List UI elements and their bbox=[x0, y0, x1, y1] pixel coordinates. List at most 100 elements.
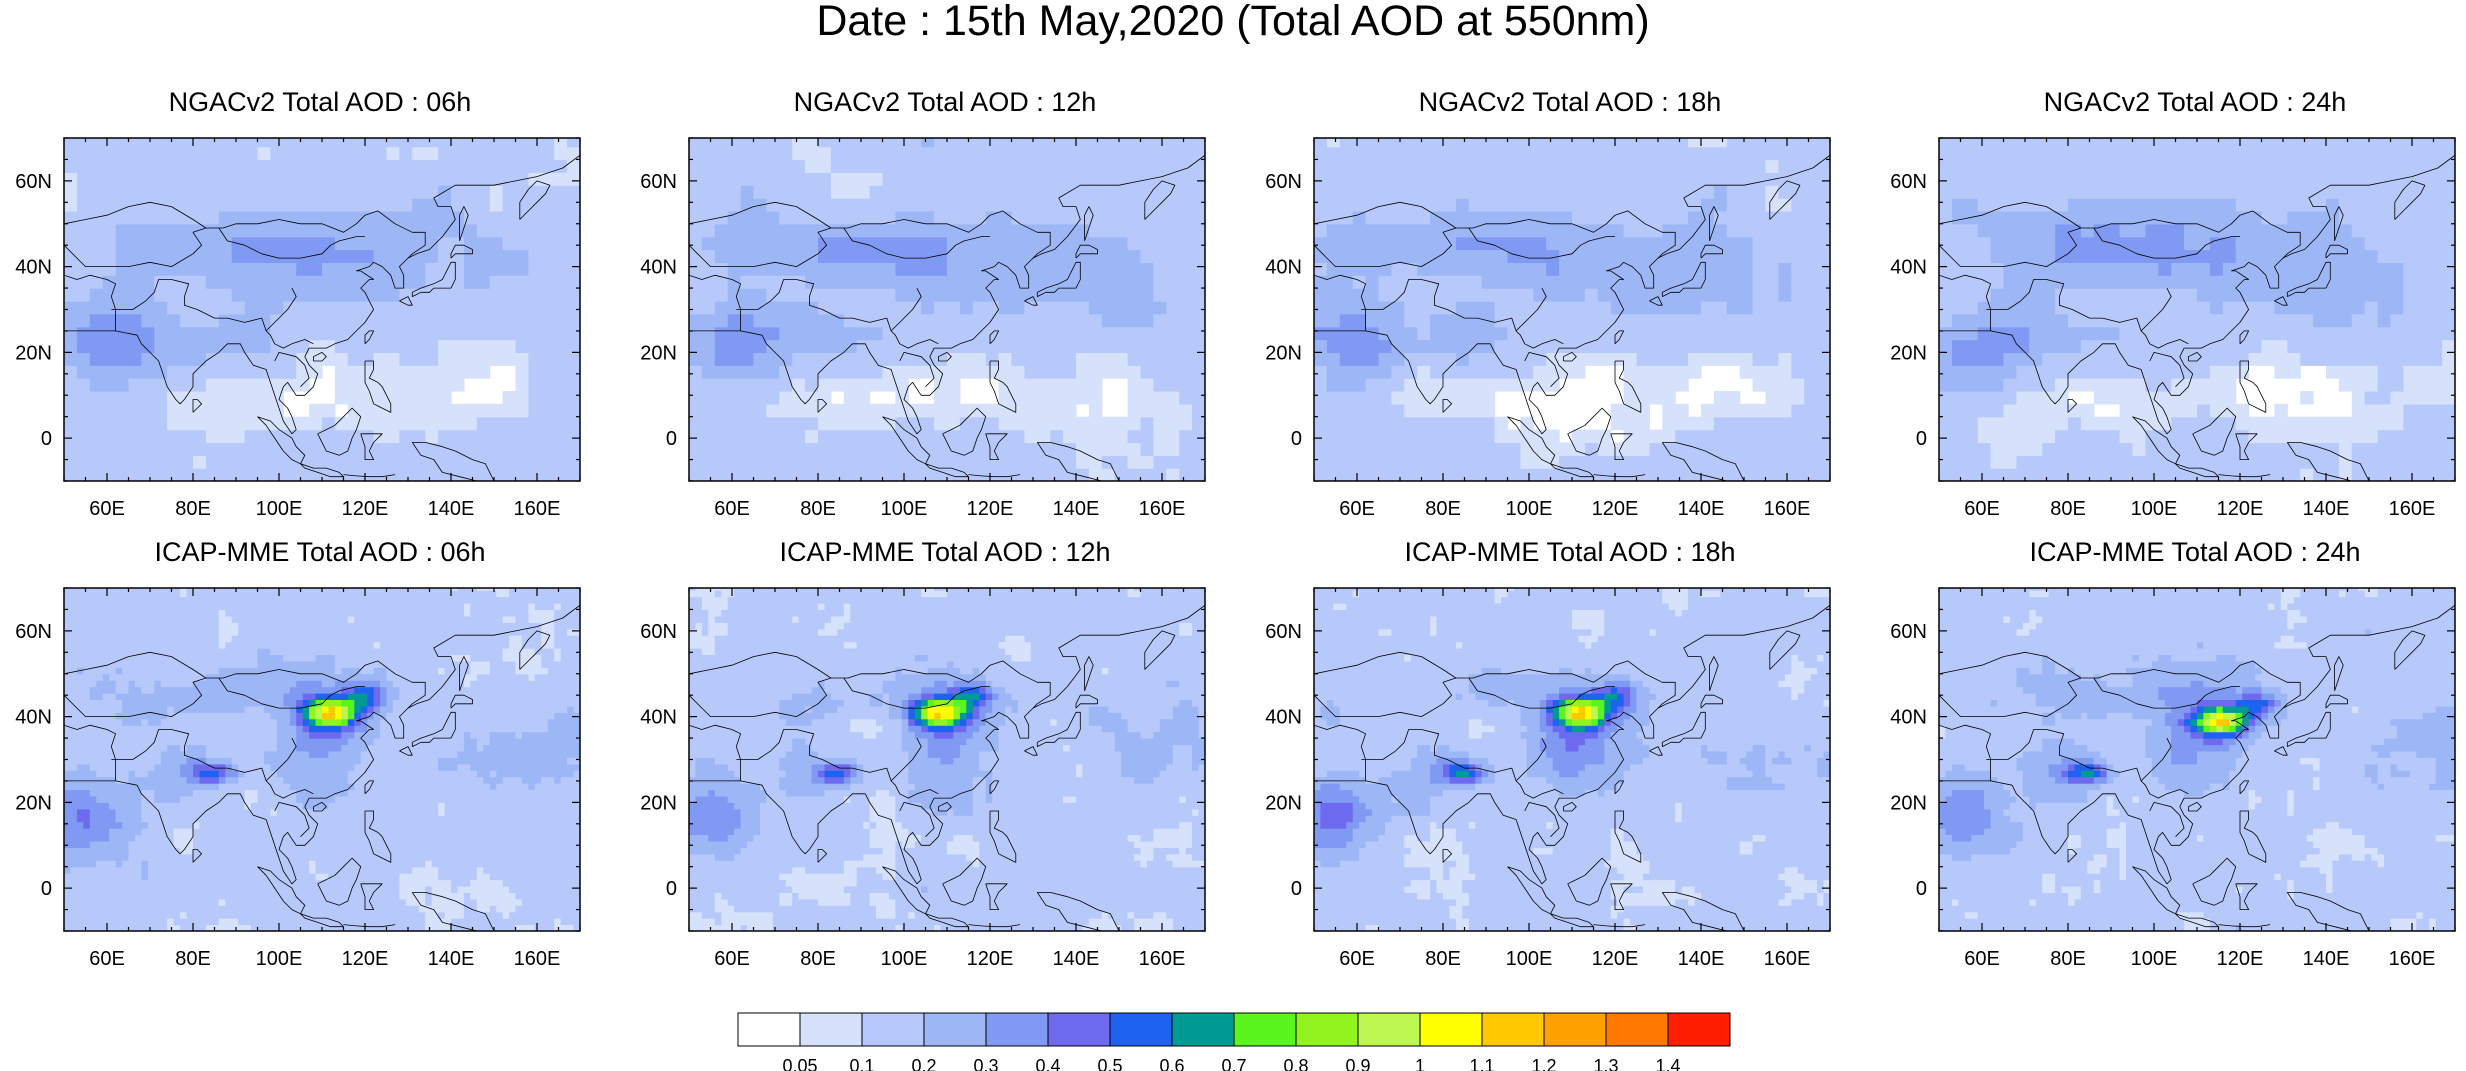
map-plot: 60E 80E 100E 120E 140E 160E 60N 40N 20N 0 bbox=[640, 137, 1206, 520]
lon-tick-label: 60E bbox=[1339, 948, 1375, 970]
lon-tick-label: 120E bbox=[2217, 498, 2264, 520]
colorbar-box bbox=[1295, 1012, 1359, 1047]
lon-tick-label: 160E bbox=[2389, 498, 2436, 520]
panel-title: NGACv2 Total AOD : 18h bbox=[1418, 87, 1722, 117]
lat-tick-label: 40N bbox=[15, 257, 52, 279]
aod-field bbox=[1314, 588, 1830, 931]
lon-tick-label: 160E bbox=[2389, 948, 2436, 970]
lon-tick-label: 100E bbox=[881, 948, 928, 970]
lat-tick-label: 60N bbox=[1890, 171, 1927, 193]
lat-tick-label: 60N bbox=[15, 171, 52, 193]
colorbar-label: 0.5 bbox=[1097, 1056, 1122, 1071]
colorbar-label: 0.1 bbox=[849, 1056, 874, 1071]
colorbar-label: 1.1 bbox=[1469, 1056, 1494, 1071]
lat-tick-label: 40N bbox=[1890, 257, 1927, 279]
lon-tick-label: 160E bbox=[1139, 498, 1186, 520]
colorbar-box bbox=[1543, 1012, 1607, 1047]
lat-tick-label: 40N bbox=[640, 257, 677, 279]
lon-tick-label: 60E bbox=[714, 948, 750, 970]
lon-tick-label: 160E bbox=[1764, 498, 1811, 520]
lat-tick-label: 20N bbox=[1890, 792, 1927, 814]
lon-tick-label: 80E bbox=[2050, 948, 2086, 970]
lon-tick-label: 80E bbox=[175, 948, 211, 970]
aod-field bbox=[689, 588, 1205, 931]
lat-tick-label: 20N bbox=[15, 792, 52, 814]
map-plot: 60E 80E 100E 120E 140E 160E 60N 40N 20N 0 bbox=[1890, 587, 2456, 970]
lon-tick-label: 120E bbox=[967, 498, 1014, 520]
coastlines bbox=[689, 604, 1205, 931]
lon-tick-label: 80E bbox=[1425, 948, 1461, 970]
lat-tick-label: 0 bbox=[41, 428, 52, 450]
panel-title: NGACv2 Total AOD : 06h bbox=[168, 87, 472, 117]
lon-tick-label: 160E bbox=[1764, 948, 1811, 970]
panel-icap-18h: ICAP-MME Total AOD : 18h 60E 80E 100E 120E 1… bbox=[1265, 536, 1831, 996]
lon-tick-label: 100E bbox=[881, 498, 928, 520]
lon-tick-label: 160E bbox=[1139, 948, 1186, 970]
colorbar-box bbox=[1233, 1012, 1297, 1047]
lon-tick-label: 140E bbox=[2303, 948, 2350, 970]
lon-tick-label: 100E bbox=[1506, 498, 1553, 520]
panel-title: ICAP-MME Total AOD : 24h bbox=[2029, 537, 2361, 567]
lat-tick-label: 60N bbox=[15, 621, 52, 643]
colorbar-box bbox=[799, 1012, 863, 1047]
lon-tick-label: 60E bbox=[1964, 498, 2000, 520]
lat-tick-label: 40N bbox=[1265, 707, 1302, 729]
colorbar-label: 1.3 bbox=[1593, 1056, 1618, 1071]
lon-tick-label: 140E bbox=[2303, 498, 2350, 520]
lon-tick-label: 60E bbox=[1339, 498, 1375, 520]
lat-tick-label: 20N bbox=[1265, 342, 1302, 364]
lat-tick-label: 40N bbox=[1265, 257, 1302, 279]
coastlines bbox=[1314, 154, 1830, 481]
lon-tick-label: 80E bbox=[800, 948, 836, 970]
lon-tick-label: 120E bbox=[2217, 948, 2264, 970]
colorbar-label: 0.9 bbox=[1345, 1056, 1370, 1071]
colorbar-box bbox=[1419, 1012, 1483, 1047]
colorbar-box bbox=[737, 1012, 801, 1047]
lat-tick-label: 20N bbox=[640, 342, 677, 364]
colorbar-label: 0.05 bbox=[782, 1056, 817, 1071]
lon-tick-label: 60E bbox=[1964, 948, 2000, 970]
colorbar-label: 1.2 bbox=[1531, 1056, 1556, 1071]
colorbar-label: 0.2 bbox=[911, 1056, 936, 1071]
colorbar-box bbox=[1605, 1012, 1669, 1047]
lon-tick-label: 60E bbox=[89, 498, 125, 520]
lat-tick-label: 0 bbox=[1291, 878, 1302, 900]
colorbar-box bbox=[1171, 1012, 1235, 1047]
map-plot: 60E 80E 100E 120E 140E 160E 60N 40N 20N 0 bbox=[1265, 137, 1831, 520]
panel-title: ICAP-MME Total AOD : 12h bbox=[779, 537, 1111, 567]
lon-tick-label: 100E bbox=[256, 948, 303, 970]
lon-tick-label: 140E bbox=[1053, 948, 1100, 970]
colorbar-box bbox=[1109, 1012, 1173, 1047]
coastlines bbox=[64, 604, 580, 931]
lon-tick-label: 100E bbox=[1506, 948, 1553, 970]
colorbar-label: 0.8 bbox=[1283, 1056, 1308, 1071]
colorbar-box bbox=[1357, 1012, 1421, 1047]
map-plot: 60E 80E 100E 120E 140E 160E 60N 40N 20N 0 bbox=[15, 587, 581, 970]
aod-field bbox=[1939, 588, 2455, 931]
lat-tick-label: 20N bbox=[1890, 342, 1927, 364]
panel-ngac-12h: NGACv2 Total AOD : 12h 60E 80E 100E 120E 140… bbox=[640, 86, 1206, 546]
panel-ngac-06h: NGACv2 Total AOD : 06h 60E 80E 100E 120E 140… bbox=[15, 86, 581, 546]
panel-title: ICAP-MME Total AOD : 06h bbox=[154, 537, 486, 567]
lon-tick-label: 60E bbox=[89, 948, 125, 970]
map-plot: 60E 80E 100E 120E 140E 160E 60N 40N 20N 0 bbox=[15, 137, 581, 520]
lat-tick-label: 0 bbox=[666, 878, 677, 900]
map-plot: 60E 80E 100E 120E 140E 160E 60N 40N 20N 0 bbox=[1265, 587, 1831, 970]
colorbar-label: 0.6 bbox=[1159, 1056, 1184, 1071]
panel-icap-12h: ICAP-MME Total AOD : 12h 60E 80E 100E 120E 1… bbox=[640, 536, 1206, 996]
colorbar-label: 0.7 bbox=[1221, 1056, 1246, 1071]
lon-tick-label: 140E bbox=[1053, 498, 1100, 520]
lat-tick-label: 60N bbox=[640, 621, 677, 643]
coastlines bbox=[1314, 604, 1830, 931]
lat-tick-label: 40N bbox=[640, 707, 677, 729]
lat-tick-label: 40N bbox=[15, 707, 52, 729]
panel-title: ICAP-MME Total AOD : 18h bbox=[1404, 537, 1736, 567]
lon-tick-label: 80E bbox=[175, 498, 211, 520]
colorbar-box bbox=[1667, 1012, 1731, 1047]
aod-field bbox=[64, 138, 580, 481]
lon-tick-label: 100E bbox=[2131, 948, 2178, 970]
coastlines bbox=[689, 154, 1205, 481]
lon-tick-label: 100E bbox=[2131, 498, 2178, 520]
lon-tick-label: 140E bbox=[428, 498, 475, 520]
lon-tick-label: 140E bbox=[428, 948, 475, 970]
